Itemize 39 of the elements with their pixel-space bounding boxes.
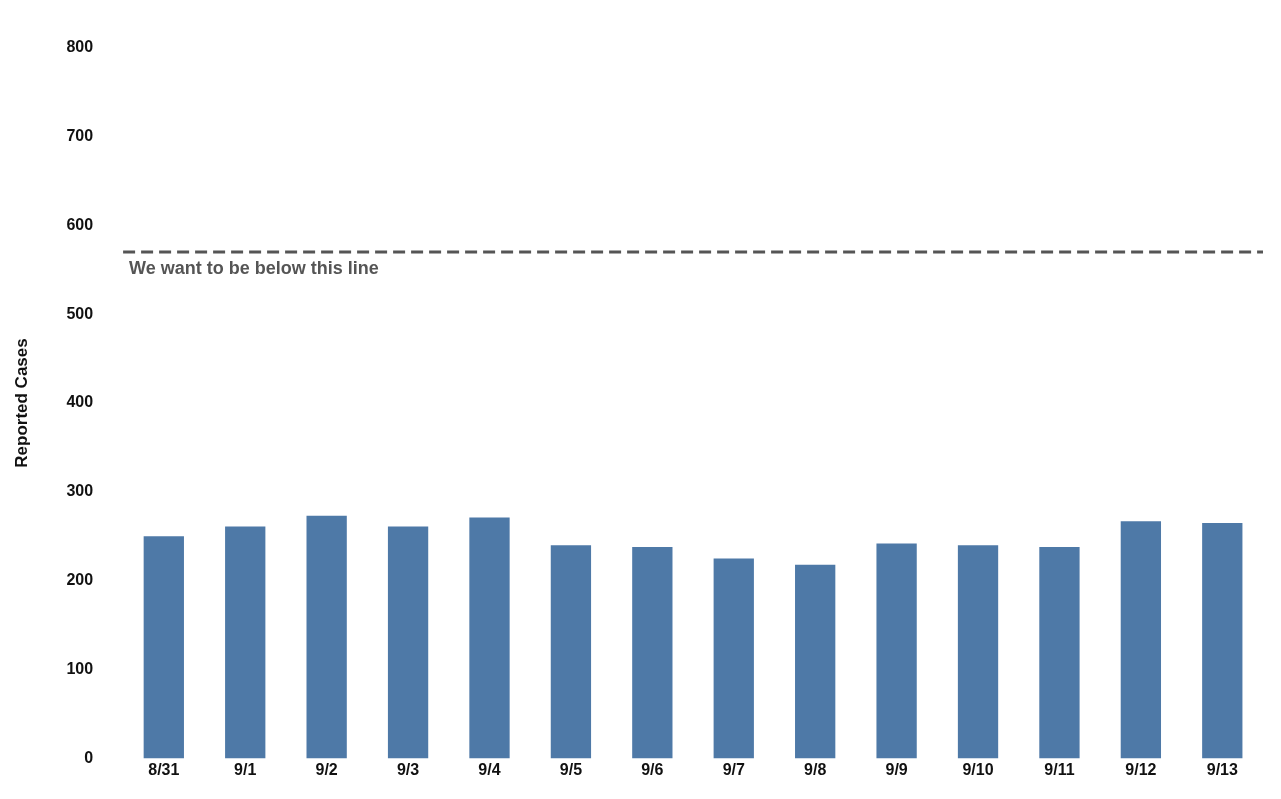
bar bbox=[957, 545, 999, 759]
x-tick-label: 9/10 bbox=[962, 761, 994, 779]
bar bbox=[876, 543, 917, 759]
y-tick-label: 700 bbox=[66, 126, 94, 144]
x-tick-label: 9/6 bbox=[641, 761, 664, 779]
x-tick-label: 9/1 bbox=[234, 761, 257, 779]
bar bbox=[795, 564, 836, 759]
y-tick-label: 400 bbox=[66, 393, 94, 411]
bar bbox=[713, 558, 754, 759]
bar bbox=[387, 526, 429, 759]
y-tick-label: 800 bbox=[66, 38, 94, 56]
y-tick-label: 0 bbox=[84, 748, 94, 766]
ref-line-label: We want to be below this line bbox=[129, 257, 379, 278]
bar bbox=[1120, 521, 1162, 759]
bar bbox=[550, 545, 592, 759]
y-tick-label: 300 bbox=[66, 482, 94, 500]
x-tick-label: 9/7 bbox=[722, 761, 745, 779]
bar bbox=[306, 515, 347, 759]
bar bbox=[632, 546, 673, 759]
x-tick-label: 9/12 bbox=[1125, 761, 1157, 779]
y-tick-label: 200 bbox=[66, 571, 94, 589]
x-tick-label: 9/8 bbox=[804, 761, 827, 779]
bar bbox=[469, 517, 510, 759]
bar bbox=[1039, 546, 1080, 759]
y-axis-title: Reported Cases bbox=[11, 338, 31, 468]
y-tick-label: 600 bbox=[66, 215, 94, 233]
x-tick-label: 9/5 bbox=[559, 761, 583, 779]
x-tick-label: 9/3 bbox=[396, 761, 420, 779]
x-tick-label: 9/11 bbox=[1044, 761, 1075, 779]
y-tick-label: 100 bbox=[66, 659, 94, 677]
bar bbox=[1202, 522, 1243, 759]
bar bbox=[225, 526, 266, 759]
x-tick-label: 8/31 bbox=[148, 761, 180, 779]
x-tick-label: 9/2 bbox=[315, 761, 338, 779]
x-tick-label: 9/13 bbox=[1206, 761, 1238, 779]
bar bbox=[143, 536, 184, 759]
x-tick-label: 9/9 bbox=[885, 761, 908, 779]
x-tick-label: 9/4 bbox=[478, 761, 501, 779]
y-tick-label: 500 bbox=[66, 304, 94, 322]
